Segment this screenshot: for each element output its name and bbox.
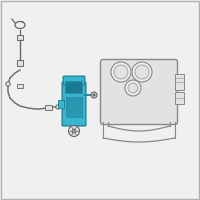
Bar [17, 60, 23, 66]
Bar [58, 100, 64, 108]
FancyBboxPatch shape [62, 82, 86, 126]
Bar [45, 105, 52, 110]
FancyBboxPatch shape [101, 60, 178, 124]
Bar [17, 35, 23, 40]
Bar [66, 97, 82, 117]
Circle shape [6, 82, 10, 86]
FancyBboxPatch shape [63, 76, 85, 85]
Circle shape [56, 105, 60, 109]
Circle shape [68, 126, 80, 136]
Circle shape [128, 83, 138, 93]
Bar [175, 92, 184, 104]
Circle shape [93, 94, 95, 96]
FancyBboxPatch shape [66, 82, 82, 93]
Circle shape [135, 65, 149, 79]
Circle shape [91, 92, 97, 98]
Bar [17, 84, 23, 88]
Circle shape [125, 80, 141, 96]
Circle shape [72, 129, 76, 133]
Circle shape [114, 65, 128, 79]
Circle shape [132, 62, 152, 82]
Circle shape [111, 62, 131, 82]
Bar [175, 74, 184, 90]
